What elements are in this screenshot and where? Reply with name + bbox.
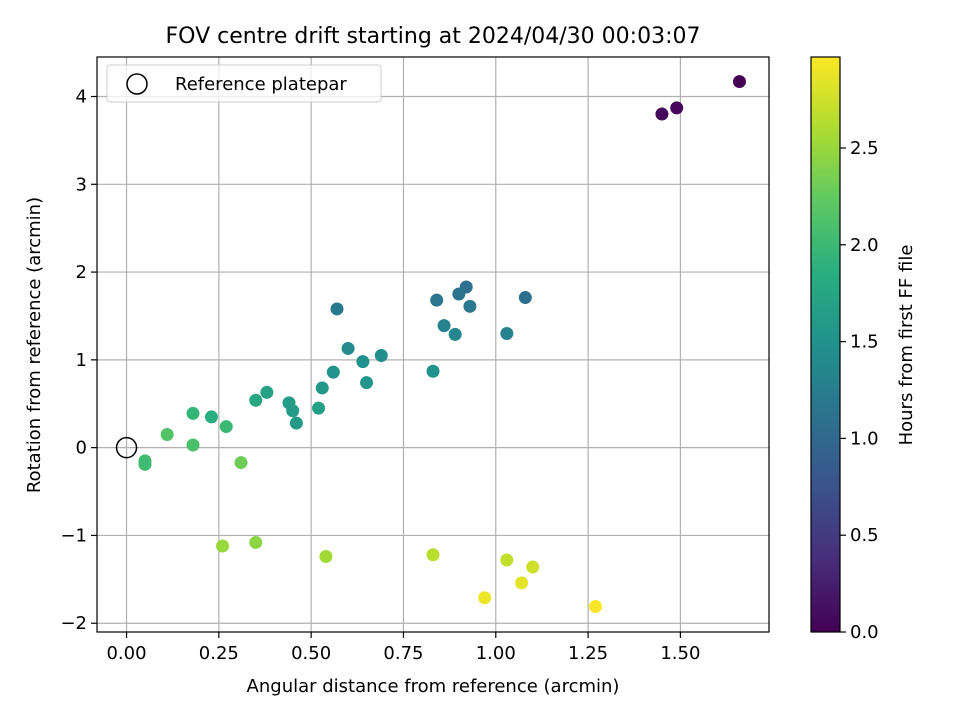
data-point: [160, 427, 174, 441]
x-axis-label: Angular distance from reference (arcmin): [247, 676, 620, 697]
data-point: [526, 560, 540, 574]
colorbar-tick-label: 2.5: [850, 138, 879, 159]
x-tick-label: 0.00: [106, 643, 146, 664]
data-point: [216, 539, 230, 553]
x-tick-label: 1.50: [660, 643, 700, 664]
colorbar-ticks: 0.0 0.5 1.0 1.5 2.0 2.5: [840, 138, 879, 643]
data-point: [426, 364, 440, 378]
data-point: [732, 75, 746, 89]
x-tick-label: 0.25: [199, 643, 239, 664]
grid-lines: [97, 57, 769, 632]
chart-title: FOV centre drift starting at 2024/04/30 …: [166, 24, 701, 49]
data-point: [518, 291, 532, 305]
data-point: [430, 293, 444, 307]
data-point: [515, 576, 529, 590]
data-point: [286, 404, 300, 418]
data-point: [437, 319, 451, 333]
data-point: [588, 600, 602, 614]
legend: Reference platepar: [106, 64, 382, 103]
data-point: [360, 376, 374, 390]
data-point: [670, 101, 684, 115]
colorbar-tick-label: 0.5: [850, 525, 879, 546]
data-point: [655, 107, 669, 121]
reference-point: [115, 436, 138, 459]
x-tick-label: 0.50: [291, 643, 331, 664]
data-point: [312, 401, 326, 415]
data-point: [315, 381, 329, 395]
data-point: [330, 302, 344, 316]
legend-box: [106, 64, 382, 103]
data-point: [186, 438, 200, 452]
data-point: [478, 591, 492, 605]
plot-frame: [96, 56, 770, 633]
legend-marker-icon: [126, 73, 148, 95]
data-point: [452, 287, 466, 301]
data-point: [463, 299, 477, 313]
y-tick-label: 0: [76, 438, 87, 459]
data-point: [186, 406, 200, 420]
data-point: [448, 327, 462, 341]
legend-label: Reference platepar: [175, 74, 347, 95]
y-tick-label: 3: [76, 174, 87, 195]
colorbar-tick-label: 0.0: [850, 622, 879, 643]
data-point: [249, 535, 263, 549]
colorbar-label: Hours from first FF file: [896, 245, 917, 446]
data-point: [204, 410, 218, 424]
y-tick-label: 2: [76, 262, 87, 283]
data-point: [500, 553, 514, 567]
data-point: [356, 355, 370, 369]
data-point: [260, 385, 274, 399]
data-point: [374, 348, 388, 362]
data-point: [319, 550, 333, 564]
data-point: [219, 420, 233, 434]
data-point: [138, 457, 152, 471]
x-tick-label: 0.75: [383, 643, 423, 664]
data-point: [289, 416, 303, 430]
data-point: [500, 327, 514, 341]
x-tick-label: 1.00: [476, 643, 516, 664]
data-points: [138, 75, 746, 614]
y-tick-label: −1: [60, 525, 87, 546]
y-tick-label: −2: [60, 613, 87, 634]
colorbar-tick-label: 2.0: [850, 235, 879, 256]
x-tick-label: 1.25: [568, 643, 608, 664]
y-tick-label: 4: [76, 87, 87, 108]
data-point: [326, 365, 340, 379]
colorbar-tick-label: 1.0: [850, 428, 879, 449]
data-point: [234, 456, 248, 470]
data-point: [341, 341, 355, 355]
data-point: [249, 393, 263, 407]
colorbar-tick-label: 1.5: [850, 332, 879, 353]
axis-ticks: 0.00 0.25 0.50 0.75 1.00 1.25 1.50 −2 −1 0 1 2 3 4: [60, 87, 700, 664]
y-tick-label: 1: [76, 350, 87, 371]
y-axis-label: Rotation from reference (arcmin): [24, 197, 45, 493]
colorbar: [810, 56, 841, 633]
data-point: [426, 548, 440, 562]
